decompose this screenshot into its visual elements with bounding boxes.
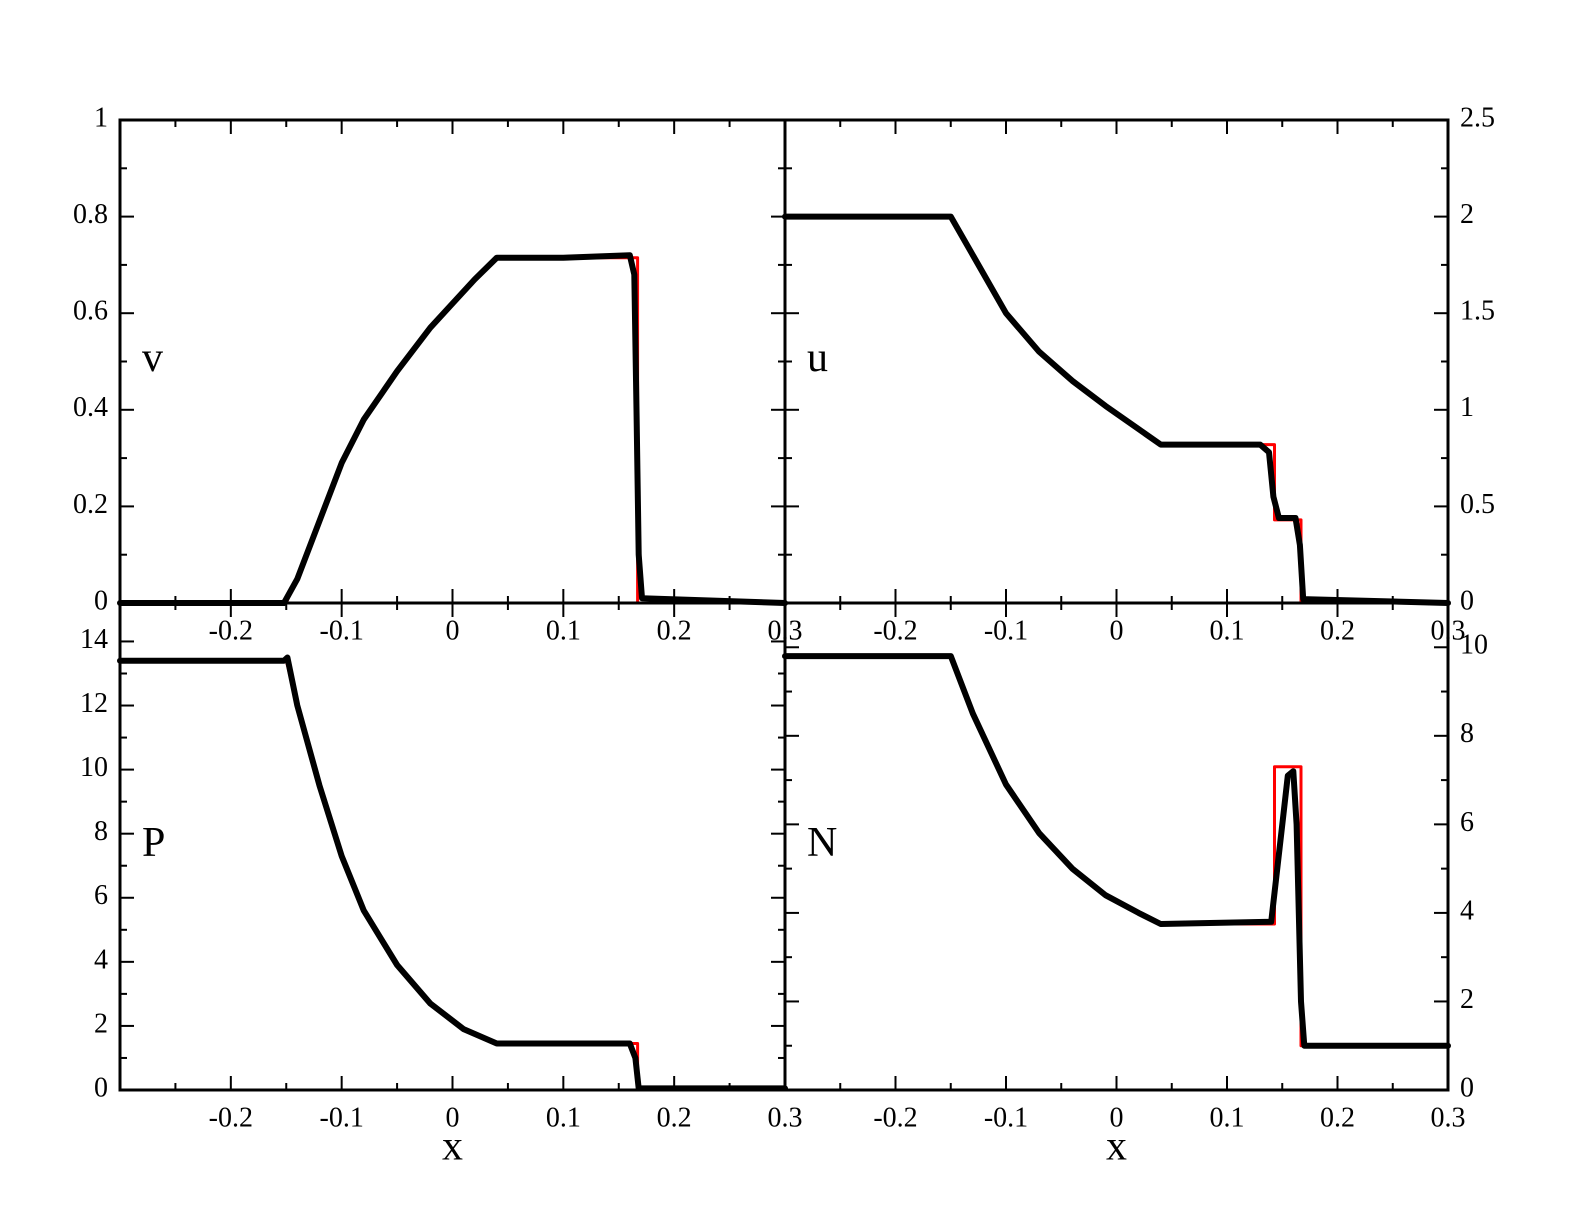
x-tick-label: 0 — [446, 615, 460, 646]
panel-label: P — [142, 820, 165, 866]
x-axis-label: x — [442, 1124, 463, 1170]
x-tick-label: 0.2 — [657, 1102, 692, 1133]
y-tick-label: 0 — [94, 585, 108, 616]
panel-label: v — [142, 335, 163, 381]
x-tick-label: 0 — [446, 1102, 460, 1133]
series-line — [783, 654, 1450, 1048]
x-tick-label: -0.1 — [984, 1102, 1028, 1133]
x-tick-label: -0.2 — [209, 1102, 253, 1133]
y-tick-label: 0.6 — [73, 296, 108, 327]
y-tick-label: 6 — [1460, 807, 1474, 838]
x-tick-label: 0.1 — [546, 615, 581, 646]
x-tick-label: -0.2 — [873, 1102, 917, 1133]
y-tick-label: 1 — [94, 102, 108, 133]
x-axis-label: x — [1106, 1124, 1127, 1170]
series-line — [782, 213, 1451, 606]
y-tick-label: 0 — [1460, 585, 1474, 616]
x-tick-label: 0.1 — [1210, 1102, 1245, 1133]
x-tick-label: 0 — [1110, 1102, 1124, 1133]
series-line — [117, 252, 788, 606]
y-tick-label: 10 — [80, 752, 108, 783]
y-tick-label: 2.5 — [1460, 102, 1495, 133]
x-tick-label: -0.1 — [320, 1102, 364, 1133]
y-tick-label: 8 — [94, 816, 108, 847]
y-tick-label: 0.4 — [73, 392, 108, 423]
y-tick-label: 0 — [94, 1072, 108, 1103]
x-tick-label: 0 — [1110, 615, 1124, 646]
x-tick-label: 0.2 — [1320, 1102, 1355, 1133]
panel-frame — [783, 601, 1450, 1092]
x-tick-label: 0.1 — [1210, 615, 1245, 646]
x-tick-label: 0.2 — [657, 615, 692, 646]
x-tick-label: -0.2 — [873, 615, 917, 646]
y-tick-label: 0.2 — [73, 489, 108, 520]
y-tick-label: 14 — [80, 624, 108, 655]
y-tick-label: 1.5 — [1460, 296, 1495, 327]
series-line — [782, 653, 1451, 1049]
panel-frame — [118, 118, 787, 605]
x-tick-label: -0.1 — [320, 615, 364, 646]
y-tick-label: 10 — [1460, 630, 1488, 661]
x-tick-label: 0.1 — [546, 1102, 581, 1133]
y-tick-label: 0.8 — [73, 199, 108, 230]
panel-label: N — [807, 820, 837, 866]
panel-frame — [783, 118, 1450, 605]
y-tick-label: 0 — [1460, 1072, 1474, 1103]
y-tick-label: 8 — [1460, 718, 1474, 749]
series-line — [117, 654, 788, 1092]
y-tick-label: 6 — [94, 880, 108, 911]
x-tick-label: 0.3 — [768, 1102, 803, 1133]
x-tick-label: -0.1 — [984, 615, 1028, 646]
y-tick-label: 1 — [1460, 392, 1474, 423]
series-line — [783, 215, 1450, 605]
y-tick-label: 4 — [1460, 895, 1474, 926]
x-tick-label: 0.3 — [1431, 1102, 1466, 1133]
y-tick-label: 2 — [1460, 199, 1474, 230]
x-tick-label: -0.2 — [209, 615, 253, 646]
x-tick-label: 0.2 — [1320, 615, 1355, 646]
y-tick-label: 2 — [1460, 984, 1474, 1015]
series-line — [118, 256, 787, 605]
y-tick-label: 2 — [94, 1008, 108, 1039]
y-tick-label: 0.5 — [1460, 489, 1495, 520]
y-tick-label: 12 — [80, 688, 108, 719]
panel-label: u — [807, 335, 828, 381]
y-tick-label: 4 — [94, 944, 108, 975]
